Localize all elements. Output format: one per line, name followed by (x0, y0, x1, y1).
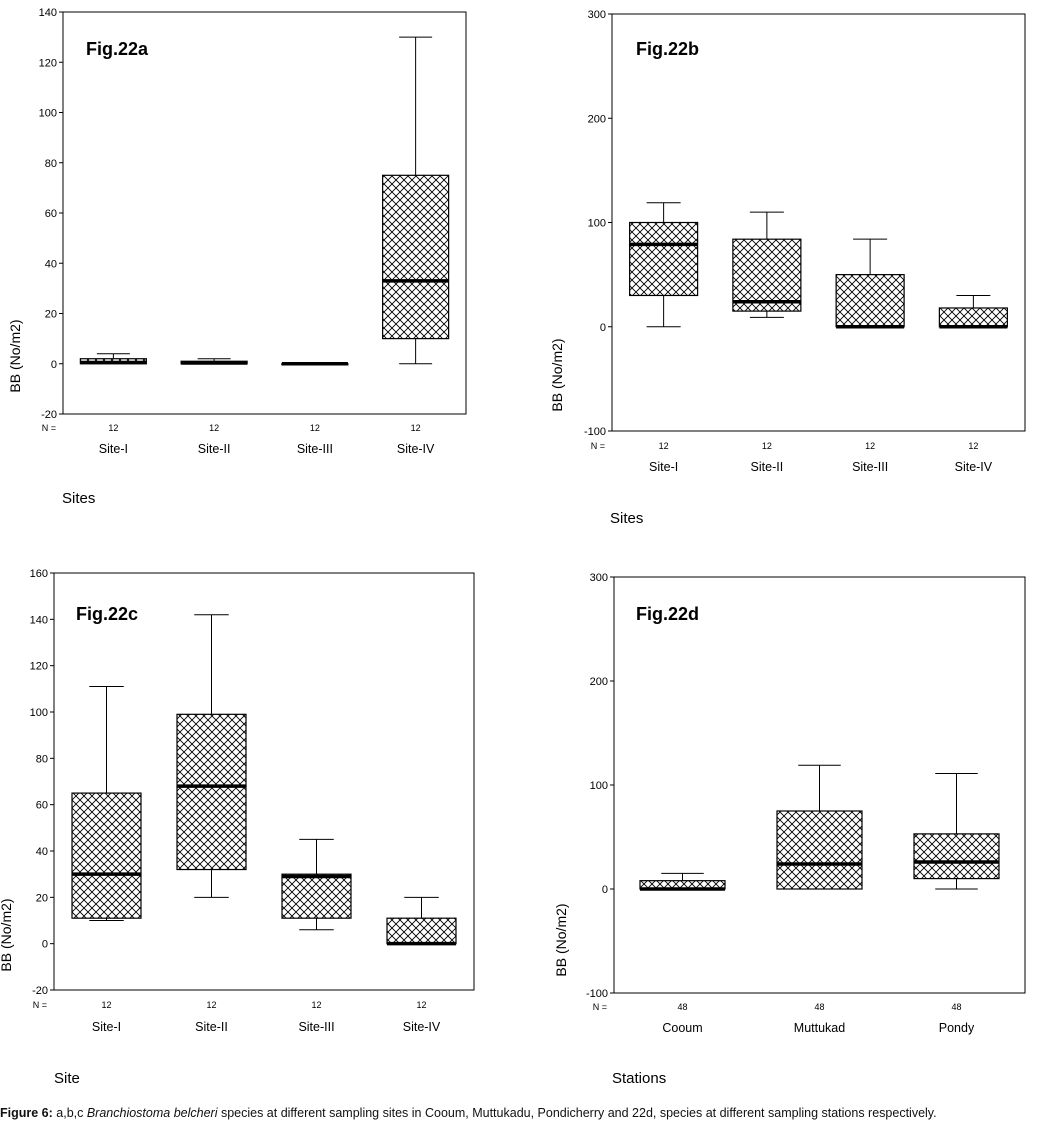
n-value: 12 (865, 441, 875, 451)
n-value: 12 (209, 423, 219, 433)
y-tick-label: 140 (39, 7, 57, 19)
x-tick-label: Cooum (662, 1021, 702, 1035)
n-value: 12 (108, 423, 118, 433)
box (386, 917, 457, 945)
y-tick-label: 200 (590, 676, 608, 688)
y-axis-label: BB (No/m2) (0, 898, 14, 971)
x-tick-label: Site-I (649, 460, 678, 474)
box (776, 810, 863, 890)
y-tick-label: -20 (41, 409, 57, 421)
y-tick-label: 0 (51, 359, 57, 371)
y-tick-label: 40 (36, 846, 48, 858)
caption-label: Figure 6: (0, 1106, 53, 1120)
x-tick-label: Site-IV (403, 1020, 441, 1034)
box (176, 713, 247, 871)
y-tick-label: -100 (586, 988, 608, 1000)
y-tick-label: 20 (36, 892, 48, 904)
chart-panel-22a: Fig.22a -20 0 20 40 60 80 100 120 140 BB (No/m2) N … (7, 7, 467, 507)
box (629, 221, 699, 297)
chart-panel-22c: Fig.22c -20 0 20 40 60 80 100 120 140 160 BB (No/m2… (0, 568, 475, 1087)
x-axis-label: Sites (610, 510, 643, 527)
y-tick-label: -100 (584, 426, 606, 438)
x-tick-label: Site-III (852, 460, 888, 474)
n-value: 48 (677, 1002, 687, 1012)
n-value: 12 (101, 1000, 111, 1010)
y-tick-label: 0 (42, 939, 48, 951)
figure-caption: Figure 6: a,b,c Branchiostoma belcheri s… (0, 1105, 1043, 1121)
n-value: 48 (951, 1002, 961, 1012)
n-value: 12 (762, 441, 772, 451)
box (938, 307, 1008, 328)
y-tick-label: 100 (590, 780, 608, 792)
y-tick-label: 160 (30, 568, 48, 580)
chart-panel-22b: Fig.22b -100 0 100 200 300 BB (No/m2) N = Sites 1… (549, 9, 1026, 527)
chart-title: Fig.22a (86, 39, 149, 59)
y-axis-label: BB (No/m2) (7, 319, 23, 392)
n-value: 12 (416, 1000, 426, 1010)
box (382, 174, 450, 340)
y-tick-label: 80 (45, 158, 57, 170)
n-label: N = (593, 1002, 607, 1012)
y-tick-label: 60 (45, 208, 57, 220)
y-tick-label: 100 (39, 108, 57, 120)
y-tick-label: 20 (45, 309, 57, 321)
x-tick-label: Site-IV (955, 460, 993, 474)
chart-title: Fig.22d (636, 604, 699, 624)
y-tick-label: 300 (588, 9, 606, 21)
x-tick-label: Muttukad (794, 1021, 845, 1035)
y-tick-label: 40 (45, 258, 57, 270)
y-tick-label: 300 (590, 572, 608, 584)
y-tick-label: 100 (588, 218, 606, 230)
x-axis-label: Sites (62, 490, 95, 507)
n-value: 12 (968, 441, 978, 451)
y-tick-label: 100 (30, 707, 48, 719)
y-tick-label: 120 (30, 661, 48, 673)
y-tick-label: -20 (32, 985, 48, 997)
caption-species: Branchiostoma belcheri (86, 1106, 218, 1120)
y-tick-label: 0 (602, 884, 608, 896)
y-tick-label: 140 (30, 614, 48, 626)
box (913, 833, 1000, 880)
x-axis-label: Stations (612, 1070, 666, 1087)
y-tick-label: 80 (36, 753, 48, 765)
y-tick-label: 60 (36, 800, 48, 812)
box (732, 238, 802, 312)
box (71, 792, 142, 919)
n-label: N = (33, 1000, 47, 1010)
n-value: 48 (814, 1002, 824, 1012)
x-tick-label: Site-II (751, 460, 784, 474)
x-tick-label: Site-III (297, 442, 333, 456)
chart-panel-22d: Fig.22d -100 0 100 200 300 BB (No/m2) N = Statio… (553, 572, 1026, 1087)
y-axis-label: BB (No/m2) (549, 338, 565, 411)
x-tick-label: Site-IV (397, 442, 435, 456)
n-value: 12 (411, 423, 421, 433)
x-tick-label: Site-I (92, 1020, 121, 1034)
y-tick-label: 120 (39, 57, 57, 69)
box (835, 274, 905, 328)
y-tick-label: 0 (600, 322, 606, 334)
n-value: 12 (659, 441, 669, 451)
caption-text-1: a,b,c (52, 1106, 87, 1120)
n-value: 12 (311, 1000, 321, 1010)
box (281, 873, 352, 919)
chart-title: Fig.22b (636, 39, 699, 59)
n-value: 12 (310, 423, 320, 433)
plot-frame (53, 572, 475, 991)
y-axis-label: BB (No/m2) (553, 903, 569, 976)
x-tick-label: Site-II (198, 442, 231, 456)
caption-text-2: species at different sampling sites in C… (217, 1106, 937, 1120)
n-value: 12 (206, 1000, 216, 1010)
chart-title: Fig.22c (76, 604, 138, 624)
y-tick-label: 200 (588, 113, 606, 125)
x-tick-label: Pondy (939, 1021, 975, 1035)
x-tick-label: Site-II (195, 1020, 228, 1034)
n-label: N = (591, 441, 605, 451)
n-label: N = (42, 423, 56, 433)
x-tick-label: Site-III (298, 1020, 334, 1034)
x-tick-label: Site-I (99, 442, 128, 456)
x-axis-label: Site (54, 1070, 80, 1087)
